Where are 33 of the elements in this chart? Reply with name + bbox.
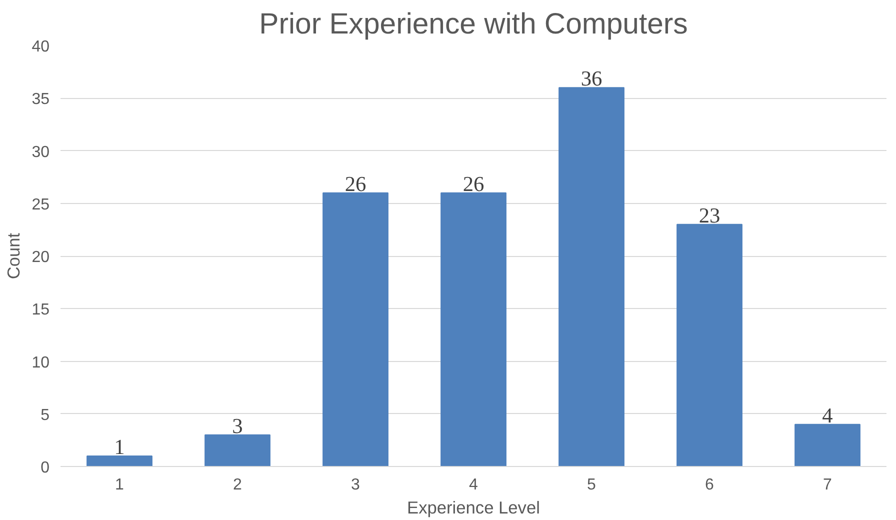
- bar: [676, 224, 742, 466]
- chart-title: Prior Experience with Computers: [259, 8, 688, 40]
- data-label: 36: [580, 66, 602, 91]
- bar: [440, 192, 506, 466]
- x-tick-label: 1: [115, 476, 124, 494]
- data-label: 3: [232, 414, 243, 438]
- data-label: 4: [822, 403, 834, 428]
- y-axis-title: Count: [4, 232, 24, 280]
- y-tick-label: 30: [32, 144, 50, 161]
- y-tick-label: 35: [32, 91, 50, 108]
- bar: [86, 455, 152, 466]
- y-tick-label: 5: [40, 406, 50, 424]
- x-tick-label: 2: [233, 476, 242, 494]
- y-tick-label: 10: [32, 354, 50, 372]
- y-tick-label: 15: [32, 302, 50, 319]
- x-tick-label: 3: [351, 476, 360, 494]
- data-label: 26: [344, 172, 366, 196]
- bar: [322, 192, 388, 466]
- bar: [204, 434, 270, 466]
- x-tick-label: 7: [823, 476, 832, 494]
- x-tick-label: 5: [587, 476, 596, 494]
- x-tick-label: 6: [705, 476, 714, 494]
- y-tick-label: 20: [32, 249, 50, 266]
- y-tick-label: 25: [32, 196, 50, 214]
- data-label: 1: [114, 434, 125, 459]
- x-axis-title: Experience Level: [407, 498, 540, 518]
- y-tick-label: 40: [32, 38, 50, 56]
- bar: [558, 87, 624, 466]
- bar: [794, 424, 860, 466]
- data-label: 23: [698, 203, 720, 228]
- data-label: 26: [462, 172, 484, 196]
- x-tick-label: 4: [469, 476, 478, 494]
- y-tick-label: 0: [40, 460, 50, 476]
